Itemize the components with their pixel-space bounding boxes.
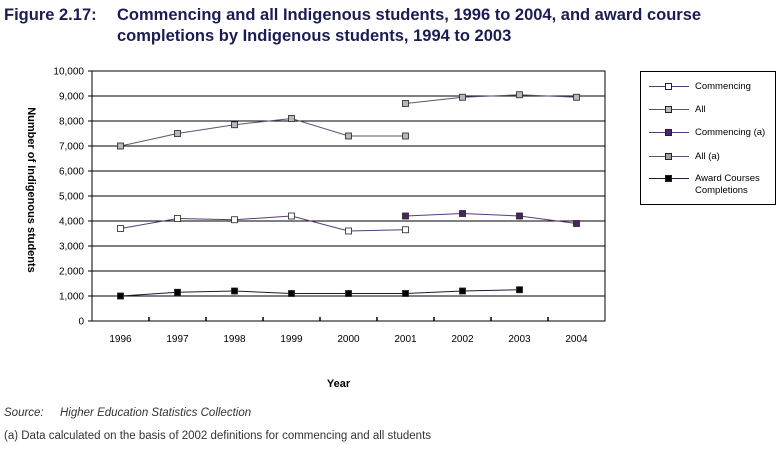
data-point <box>288 212 295 220</box>
legend-label: Commencing (a) <box>695 127 766 138</box>
figure-label: Figure 2.17: <box>4 6 97 24</box>
data-point <box>345 227 352 235</box>
legend-label: Award Courses Completions <box>695 173 760 196</box>
legend-label: Commencing <box>695 81 751 92</box>
x-tick-label: 2000 <box>337 334 360 345</box>
y-tick-label: 3,000 <box>59 242 84 253</box>
legend-marker-purple-square <box>665 129 672 136</box>
source-label: Source: <box>4 407 44 419</box>
data-point <box>402 212 409 220</box>
y-tick-label: 8,000 <box>59 117 84 128</box>
y-tick-label: 0 <box>78 317 84 328</box>
series-line <box>405 212 577 224</box>
data-point <box>402 132 409 140</box>
x-axis-ticks: 1996 1997 1998 1999 2000 2001 2002 2003 2004 <box>109 317 588 345</box>
data-point <box>345 132 352 140</box>
y-axis-label: Number of Indigenous students <box>25 107 37 273</box>
series-3 <box>402 91 580 107</box>
y-tick-label: 6,000 <box>59 167 84 178</box>
data-point <box>573 93 580 101</box>
y-tick-label: 2,000 <box>59 267 84 278</box>
data-point <box>345 290 352 297</box>
data-point <box>288 115 295 122</box>
legend-marker-gray-square <box>665 106 672 113</box>
data-point <box>174 215 181 222</box>
series-line <box>120 289 520 297</box>
series-2 <box>402 210 580 227</box>
x-tick-label: 1999 <box>280 334 303 345</box>
y-tick-label: 4,000 <box>59 217 84 228</box>
source-text: Higher Education Statistics Collection <box>60 407 252 419</box>
x-tick-label: 2001 <box>394 334 417 345</box>
x-tick-label: 2002 <box>451 334 474 345</box>
data-point <box>117 292 124 300</box>
y-tick-label: 9,000 <box>59 92 84 103</box>
data-point <box>231 216 238 224</box>
data-point <box>459 287 466 295</box>
series-0 <box>117 212 409 235</box>
y-tick-label: 5,000 <box>59 192 84 203</box>
x-tick-label: 1997 <box>166 334 189 345</box>
series-line <box>120 215 406 232</box>
data-point <box>117 225 124 232</box>
data-point <box>231 287 238 295</box>
data-point <box>117 142 124 150</box>
x-tick-label: 2004 <box>565 334 588 345</box>
data-point <box>573 220 580 227</box>
x-tick-label: 1998 <box>223 334 246 345</box>
series-4 <box>117 286 523 300</box>
x-tick-label: 2003 <box>508 334 531 345</box>
source-line: Source: Higher Education Statistics Coll… <box>4 407 251 419</box>
data-point <box>516 286 523 294</box>
chart-legend: Commencing All Commencing (a) All (a) Aw… <box>640 71 776 205</box>
y-tick-label: 7,000 <box>59 142 84 153</box>
data-point <box>402 290 409 297</box>
data-point <box>231 121 238 129</box>
y-tick-label: 1,000 <box>59 292 84 303</box>
series-group <box>117 91 580 300</box>
data-point <box>288 290 295 297</box>
y-axis-ticks: 0 1,000 2,000 3,000 4,000 5,000 6,000 7,000 8,00… <box>53 67 92 328</box>
data-point <box>174 288 181 296</box>
data-point <box>516 91 523 99</box>
data-point <box>402 226 409 234</box>
series-line <box>120 117 406 147</box>
data-point <box>516 212 523 220</box>
legend-marker-black-square <box>665 175 672 182</box>
legend-marker-open-square <box>665 83 672 90</box>
legend-label: All (a) <box>695 151 720 162</box>
series-1 <box>117 115 409 150</box>
x-axis-label: Year <box>327 378 351 390</box>
data-point <box>402 100 409 107</box>
legend-label: All <box>695 104 706 115</box>
footnote: (a) Data calculated on the basis of 2002… <box>4 430 432 442</box>
data-point <box>459 210 466 217</box>
data-point <box>459 93 466 101</box>
y-tick-label: 10,000 <box>53 67 84 78</box>
data-point <box>174 130 181 137</box>
legend-marker-gray-square <box>665 153 672 160</box>
figure-title: Commencing and all Indigenous students, … <box>117 6 702 45</box>
grid-lines <box>92 95 605 297</box>
series-line <box>405 94 577 104</box>
x-tick-label: 1996 <box>109 334 132 345</box>
